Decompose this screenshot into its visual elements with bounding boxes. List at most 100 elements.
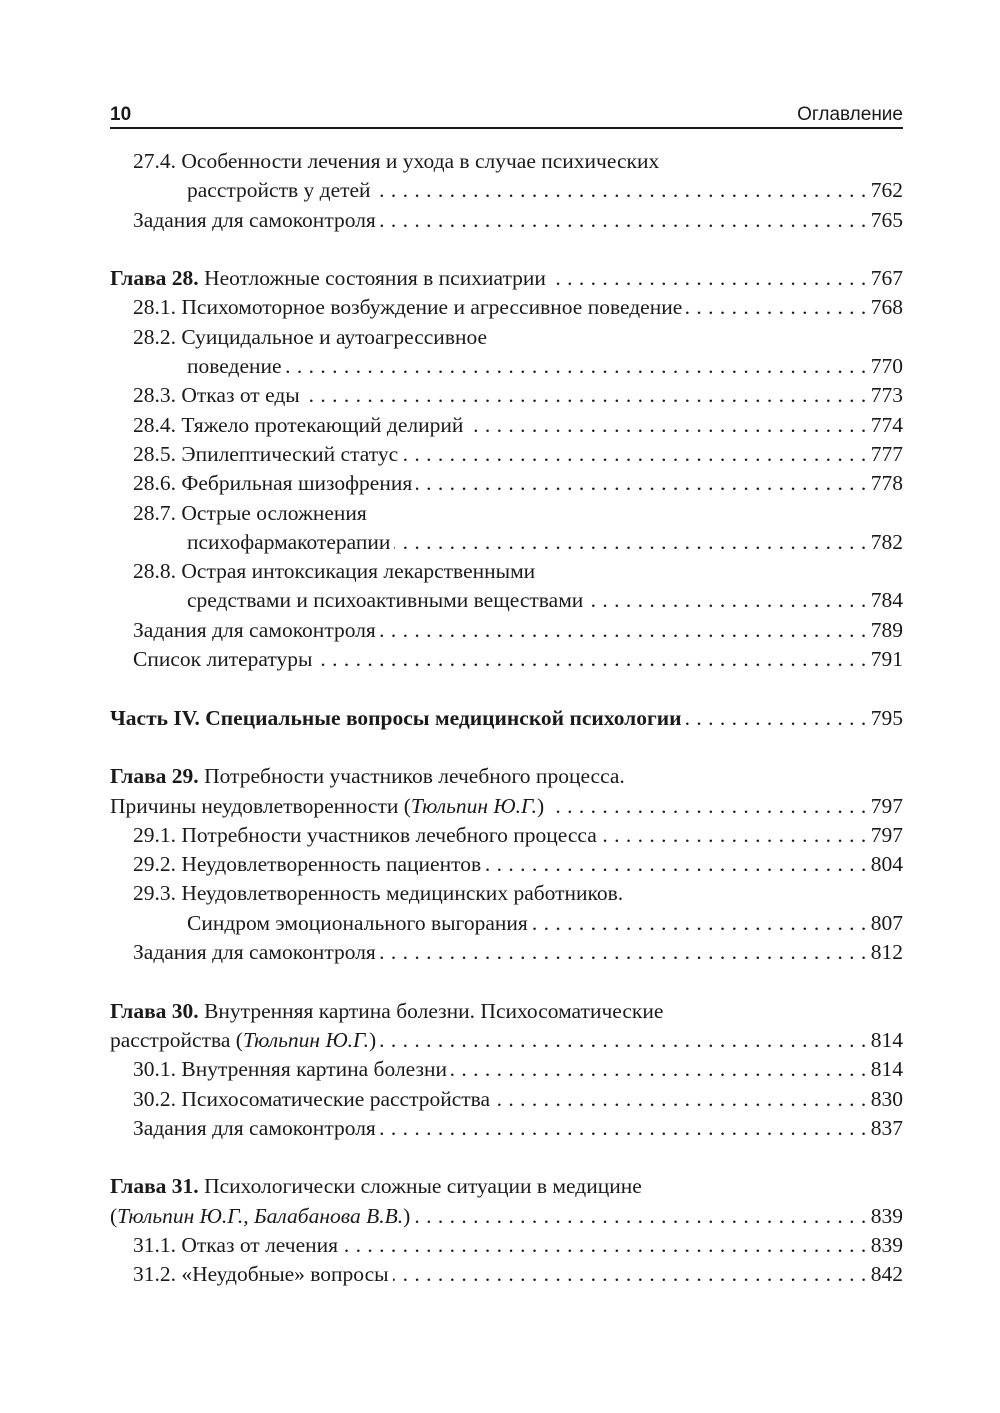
entry-text: 31.1. Отказ от лечения — [133, 1232, 339, 1257]
entry-text: Задания для самоконтроля — [133, 940, 376, 965]
dot-leader — [316, 645, 866, 674]
entry-page-number: 814 — [870, 1027, 903, 1052]
blank-line — [110, 674, 903, 703]
entry-title: 28.1. Психомоторное возбуждение и агресс… — [133, 293, 682, 322]
entry-title: Глава 29. Потребности участников лечебно… — [110, 762, 625, 791]
entry-text: 28.5. Эпилептический статус — [133, 441, 399, 466]
entry-authors: Тюльпин Ю.Г. — [242, 1027, 369, 1052]
dot-leader — [601, 821, 867, 850]
entry-text: 31.2. «Неудобные» вопросы — [133, 1262, 389, 1287]
dot-leader — [686, 293, 866, 322]
toc-entry: Причины неудовлетворенности (Тюльпин Ю.Г… — [110, 792, 903, 821]
toc-entry: 29.2. Неудовлетворенность пациентов 804 — [110, 850, 903, 879]
dot-leader — [393, 1260, 867, 1289]
entry-title: расстройства (Тюльпин Ю.Г.) — [110, 1026, 376, 1055]
entry-text: психофармакотерапии — [187, 529, 391, 554]
entry-page-number: 767 — [870, 266, 903, 291]
entry-title: 29.3. Неудовлетворенность медицинских ра… — [133, 879, 623, 908]
toc-entry: 29.1. Потребности участников лечебного п… — [110, 821, 903, 850]
entry-page-number: 795 — [870, 705, 903, 730]
entry-text: 30.2. Психосоматические расстройства — [133, 1086, 491, 1111]
entry-text: расстройств у детей — [187, 178, 371, 203]
dot-leader — [380, 206, 867, 235]
toc-entry: 31.2. «Неудобные» вопросы 842 — [110, 1260, 903, 1289]
entry-text: 28.1. Психомоторное возбуждение и агресс… — [133, 295, 683, 320]
entry-title: Часть IV. Специальные вопросы медицинско… — [110, 704, 682, 733]
entry-title: Задания для самоконтроля — [133, 938, 376, 967]
blank-line — [110, 235, 903, 264]
entry-text: Внутренняя картина болезни. Психосоматич… — [198, 998, 664, 1023]
toc-entry: 28.1. Психомоторное возбуждение и агресс… — [110, 293, 903, 322]
entry-text: 30.1. Внутренняя картина болезни — [133, 1057, 447, 1082]
entry-title: Глава 28. Неотложные состояния в психиат… — [110, 264, 546, 293]
entry-text: Синдром эмоционального выгорания — [187, 910, 528, 935]
entry-page-number: 814 — [870, 1057, 903, 1082]
dot-leader — [532, 909, 867, 938]
toc-entry: 28.8. Острая интоксикация лекарственными — [110, 557, 903, 586]
entry-title: 30.2. Психосоматические расстройства — [133, 1085, 490, 1114]
toc-entry: Глава 29. Потребности участников лечебно… — [110, 762, 903, 791]
dot-leader — [485, 850, 867, 879]
dot-leader — [451, 1055, 867, 1084]
entry-page-number: 765 — [870, 207, 903, 232]
dot-leader — [394, 528, 866, 557]
entry-page-number: 782 — [870, 529, 903, 554]
dot-leader — [286, 352, 867, 381]
entry-bold-label: Глава 29. — [110, 764, 199, 789]
dot-leader — [550, 264, 867, 293]
toc-entry: Задания для самоконтроля 765 — [110, 206, 903, 235]
entry-title: 28.2. Суицидальное и аутоагрессивное — [133, 323, 487, 352]
entry-page-number: 768 — [870, 295, 903, 320]
toc-entry: Список литературы 791 — [110, 645, 903, 674]
entry-title: Глава 31. Психологически сложные ситуаци… — [110, 1172, 642, 1201]
entry-title: 28.5. Эпилептический статус — [133, 440, 398, 469]
entry-text: 28.3. Отказ от еды — [133, 383, 300, 408]
entry-text-tail: ) — [369, 1027, 377, 1052]
entry-text: Неотложные состояния в психиатрии — [198, 266, 546, 291]
toc-entry: Задания для самоконтроля 812 — [110, 938, 903, 967]
entry-text: средствами и психоактивными веществами — [187, 588, 584, 613]
dot-leader — [548, 792, 867, 821]
toc-entry: 28.6. Фебрильная шизофрения 778 — [110, 469, 903, 498]
entry-text: Задания для самоконтроля — [133, 1115, 376, 1140]
entry-text: Задания для самоконтроля — [133, 207, 376, 232]
entry-text: 29.3. Неудовлетворенность медицинских ра… — [133, 881, 624, 906]
blank-line — [110, 1143, 903, 1172]
entry-text: 28.4. Тяжело протекающий делирий — [133, 412, 464, 437]
blank-line — [110, 733, 903, 762]
toc-entry: средствами и психоактивными веществами 78… — [110, 586, 903, 615]
entry-page-number: 830 — [870, 1086, 903, 1111]
entry-page-number: 770 — [870, 354, 903, 379]
entry-text: 27.4. Особенности лечения и ухода в случ… — [133, 149, 660, 173]
entry-page-number: 789 — [870, 617, 903, 642]
toc-entry: поведение 770 — [110, 352, 903, 381]
entry-text: ( — [110, 1203, 118, 1228]
entry-page-number: 837 — [870, 1115, 903, 1140]
entry-page-number: 778 — [870, 471, 903, 496]
toc-entry: 27.4. Особенности лечения и ухода в случ… — [110, 147, 903, 176]
entry-title: 27.4. Особенности лечения и ухода в случ… — [133, 147, 659, 176]
entry-title: Задания для самоконтроля — [133, 616, 376, 645]
toc-entry: расстройств у детей 762 — [110, 176, 903, 205]
entry-bold-label: Часть IV. Специальные вопросы медицинско… — [110, 705, 682, 730]
dot-leader — [380, 938, 867, 967]
entry-page-number: 797 — [870, 793, 903, 818]
entry-title: Глава 30. Внутренняя картина болезни. Пс… — [110, 997, 663, 1026]
entry-title: 31.2. «Неудобные» вопросы — [133, 1260, 389, 1289]
entry-text-tail: ) — [536, 793, 545, 818]
entry-title: средствами и психоактивными веществами — [187, 586, 583, 615]
dot-leader — [467, 411, 866, 440]
section-title: Оглавление — [797, 104, 903, 125]
page-number: 10 — [110, 104, 132, 125]
entry-title: 28.7. Острые осложнения — [133, 499, 367, 528]
toc-entry: Глава 28. Неотложные состояния в психиат… — [110, 264, 903, 293]
toc-entry: 28.7. Острые осложнения — [110, 499, 903, 528]
entry-title: Причины неудовлетворенности (Тюльпин Ю.Г… — [110, 792, 544, 821]
entry-page-number: 791 — [870, 647, 903, 672]
table-of-contents: 27.4. Особенности лечения и ухода в случ… — [110, 147, 903, 1290]
dot-leader — [380, 616, 867, 645]
toc-entry: Задания для самоконтроля 837 — [110, 1114, 903, 1143]
entry-page-number: 784 — [870, 588, 903, 613]
dot-leader — [414, 1202, 866, 1231]
entry-text: 28.6. Фебрильная шизофрения — [133, 471, 413, 496]
